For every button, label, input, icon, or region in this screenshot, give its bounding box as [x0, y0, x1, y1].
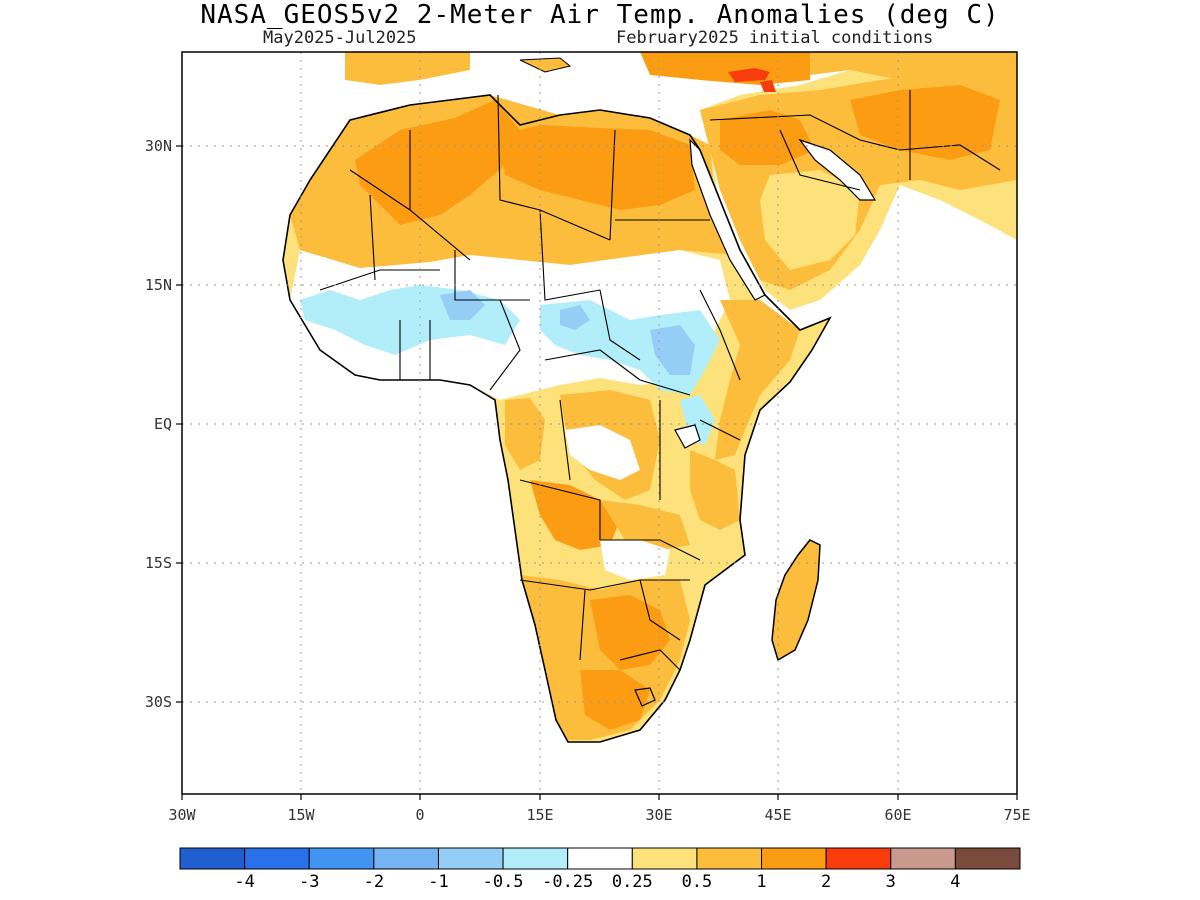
- map-gridlines: [182, 52, 1017, 794]
- colorbar-swatch: [437, 847, 504, 870]
- forecast-period: May2025-Jul2025: [263, 28, 417, 48]
- syria-hot: [760, 80, 776, 92]
- colorbar-label: -0.5: [483, 872, 524, 892]
- colorbar-swatch: [631, 847, 698, 870]
- lon-label: 15E: [526, 806, 553, 824]
- map-title: NASA_GEOS5v2 2-Meter Air Temp. Anomalies…: [200, 0, 1000, 30]
- zambia-white: [600, 540, 670, 580]
- lat-label: 30N: [145, 137, 172, 155]
- colorbar-swatch: [567, 847, 633, 870]
- colorbar-label: 4: [950, 872, 960, 892]
- lon-labels: 30W 15W 0 15E 30E 45E 60E 75E: [168, 806, 1030, 824]
- colorbar-swatch: [890, 847, 956, 870]
- europe-strip: [345, 52, 470, 85]
- colorbar-swatch: [179, 847, 246, 870]
- map-canvas: [182, 52, 1017, 794]
- sicily-etc: [519, 57, 572, 73]
- sahara-strong-mauritania: [300, 195, 375, 250]
- sahel-cool-mid-1: [440, 290, 485, 320]
- colorbar-swatch: [244, 847, 310, 870]
- lat-label: 15N: [145, 276, 172, 294]
- africa-coastline: [282, 94, 832, 743]
- colorbar-swatch: [373, 847, 439, 870]
- colorbar-swatch: [696, 847, 763, 870]
- colorbar-label: -3: [299, 872, 319, 892]
- colorbar-label: -0.25: [542, 872, 593, 892]
- turkey-strip: [640, 52, 810, 85]
- country-borders: [319, 90, 1001, 671]
- lesotho-outline: [634, 687, 656, 707]
- sahel-cool-mid-3: [560, 305, 590, 330]
- lon-label: 45E: [764, 806, 791, 824]
- colorbar-label: -1: [428, 872, 448, 892]
- southern-strong-2: [580, 670, 650, 730]
- arabia-strong: [720, 110, 815, 165]
- colorbar-label: -4: [234, 872, 254, 892]
- lat-labels: 30N 15N EQ 15S 30S: [145, 137, 172, 711]
- lon-label: 15W: [287, 806, 315, 824]
- lon-label: 75E: [1003, 806, 1030, 824]
- colorbar-label: 1: [756, 872, 766, 892]
- lat-label: EQ: [154, 415, 172, 433]
- lon-label: 60E: [884, 806, 911, 824]
- eastafrica-warm: [690, 450, 740, 530]
- colorbar-swatch: [308, 847, 375, 870]
- sahara-strong-west: [355, 100, 520, 225]
- colorbar-swatch: [825, 847, 892, 870]
- mediterranean: [345, 52, 700, 135]
- lon-label: 30E: [645, 806, 672, 824]
- sahel-cool-mid-2: [650, 325, 695, 375]
- colorbar: -4 -3 -2 -1 -0.5 -0.25 0.25 0.5 1 2 3 4: [179, 847, 1021, 892]
- lon-label: 30W: [168, 806, 196, 824]
- horn-warm: [715, 300, 800, 460]
- southern-strong-1: [590, 595, 670, 670]
- arabia-neutral: [760, 170, 860, 270]
- colorbar-label: 2: [821, 872, 831, 892]
- madagascar: [771, 539, 821, 662]
- colorbar-label: -2: [364, 872, 384, 892]
- iraq-hot: [728, 68, 770, 82]
- persian-gulf: [798, 138, 877, 201]
- angola-strong: [530, 480, 620, 550]
- colorbar-label: 3: [886, 872, 896, 892]
- map-frame: [181, 51, 1018, 795]
- colorbar-swatch: [502, 847, 569, 870]
- congo-warm-west: [505, 398, 545, 470]
- lake-victoria: [674, 424, 701, 449]
- lon-label: 0: [415, 806, 424, 824]
- lat-label: 15S: [145, 554, 172, 572]
- zambia-warm: [600, 500, 690, 550]
- colorbar-swatch: [954, 847, 1021, 870]
- initial-conditions: February2025 initial conditions: [616, 28, 934, 48]
- lat-label: 30S: [145, 693, 172, 711]
- iran-strong: [850, 85, 1000, 160]
- colorbar-label: 0.5: [682, 872, 713, 892]
- congo-white: [565, 425, 640, 480]
- tick-marks: [176, 145, 1018, 800]
- colorbar-label: 0.25: [612, 872, 653, 892]
- colorbar-swatch: [761, 847, 827, 870]
